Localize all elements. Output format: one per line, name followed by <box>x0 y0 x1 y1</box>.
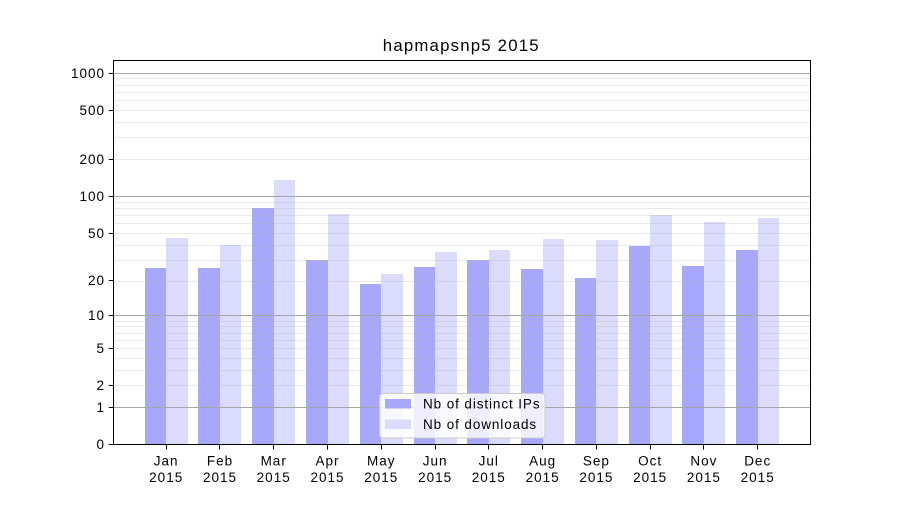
svg-text:Jan: Jan <box>154 453 179 468</box>
svg-text:May: May <box>367 453 396 468</box>
svg-text:Apr: Apr <box>315 453 339 468</box>
svg-text:Aug: Aug <box>529 453 556 468</box>
svg-text:5: 5 <box>96 341 105 356</box>
svg-text:2015: 2015 <box>633 470 667 485</box>
svg-text:200: 200 <box>79 152 105 167</box>
svg-text:2015: 2015 <box>203 470 237 485</box>
svg-text:2015: 2015 <box>364 470 398 485</box>
svg-text:50: 50 <box>88 226 105 241</box>
svg-text:2015: 2015 <box>310 470 344 485</box>
svg-text:2015: 2015 <box>257 470 291 485</box>
svg-text:Jun: Jun <box>423 453 448 468</box>
svg-text:2015: 2015 <box>579 470 613 485</box>
svg-text:Jul: Jul <box>479 453 499 468</box>
svg-text:2: 2 <box>96 378 105 393</box>
svg-text:2015: 2015 <box>526 470 560 485</box>
svg-text:10: 10 <box>88 308 105 323</box>
svg-text:hapmapsnp5 2015: hapmapsnp5 2015 <box>383 36 540 55</box>
svg-text:20: 20 <box>88 273 105 288</box>
svg-text:Mar: Mar <box>261 453 287 468</box>
svg-text:Nb of distinct IPs: Nb of distinct IPs <box>423 397 541 412</box>
svg-text:2015: 2015 <box>149 470 183 485</box>
svg-text:500: 500 <box>79 103 105 118</box>
svg-text:1000: 1000 <box>71 66 105 81</box>
svg-text:2015: 2015 <box>418 470 452 485</box>
svg-text:Nov: Nov <box>690 453 717 468</box>
svg-text:1: 1 <box>96 400 105 415</box>
svg-text:2015: 2015 <box>741 470 775 485</box>
svg-text:Dec: Dec <box>744 453 771 468</box>
svg-text:Nb of downloads: Nb of downloads <box>423 417 537 432</box>
svg-text:2015: 2015 <box>472 470 506 485</box>
svg-text:2015: 2015 <box>687 470 721 485</box>
svg-text:100: 100 <box>79 189 105 204</box>
svg-text:0: 0 <box>96 437 105 452</box>
svg-text:Sep: Sep <box>583 453 610 468</box>
svg-text:Oct: Oct <box>638 453 662 468</box>
svg-text:Feb: Feb <box>207 453 233 468</box>
